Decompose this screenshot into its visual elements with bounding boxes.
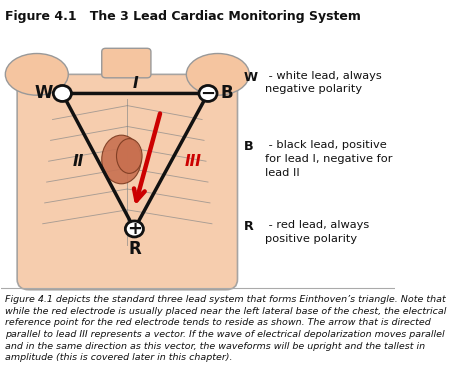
Text: - white lead, always
negative polarity: - white lead, always negative polarity [265, 71, 382, 94]
Text: W: W [244, 71, 257, 84]
Circle shape [125, 221, 144, 237]
Text: II: II [73, 154, 84, 169]
Ellipse shape [5, 53, 68, 95]
Text: R: R [244, 220, 253, 233]
Text: Figure 4.1 depicts the standard three lead system that forms Einthoven’s triangl: Figure 4.1 depicts the standard three le… [5, 295, 447, 362]
Text: −: − [201, 84, 216, 103]
Text: I: I [132, 76, 138, 91]
Text: Figure 4.1   The 3 Lead Cardiac Monitoring System: Figure 4.1 The 3 Lead Cardiac Monitoring… [5, 10, 361, 23]
Circle shape [199, 85, 217, 101]
Text: - black lead, positive
for lead I, negative for
lead II: - black lead, positive for lead I, negat… [265, 140, 392, 178]
Ellipse shape [117, 139, 142, 173]
Text: - red lead, always
positive polarity: - red lead, always positive polarity [265, 220, 369, 244]
Circle shape [54, 85, 72, 101]
FancyBboxPatch shape [17, 74, 237, 290]
Text: B: B [220, 84, 233, 103]
FancyBboxPatch shape [102, 48, 151, 78]
Text: III: III [184, 154, 201, 169]
Text: W: W [34, 84, 53, 103]
Text: +: + [127, 220, 142, 238]
Ellipse shape [102, 135, 141, 184]
Text: B: B [244, 140, 253, 153]
Text: R: R [128, 240, 141, 258]
Ellipse shape [186, 53, 249, 95]
